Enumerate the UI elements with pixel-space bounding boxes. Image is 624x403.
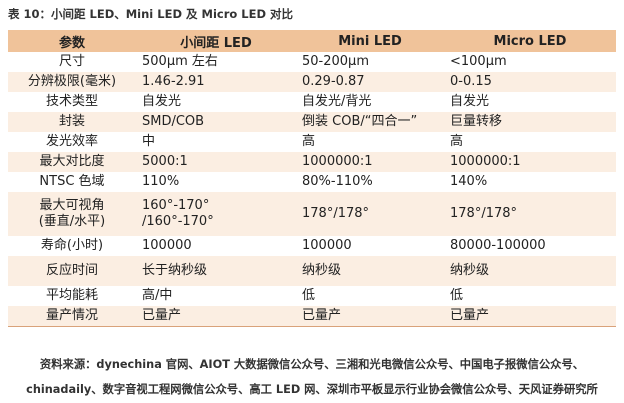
cell-mini: 已量产 [296, 306, 444, 327]
cell-small-pitch: SMD/COB [136, 112, 296, 132]
cell-small-pitch: 高/中 [142, 288, 173, 303]
header-micro-led: Micro LED [444, 30, 616, 52]
table-row: 量产情况 已量产 已量产 已量产 [8, 306, 616, 327]
cell-small-pitch: 中 [142, 134, 156, 149]
cell-small-pitch: 已量产 [136, 306, 296, 327]
cell-mini: 100000 [302, 238, 352, 253]
cell-small-pitch: 自发光 [142, 94, 182, 109]
cell-small-pitch: 100000 [142, 238, 192, 253]
cell-micro: 80000-100000 [450, 238, 546, 253]
cell-small-pitch: 110% [142, 174, 180, 189]
cell-micro: 低 [450, 288, 464, 303]
table-row: 技术类型 自发光 自发光/背光 自发光 [8, 92, 616, 112]
cell-micro: 纳秒级 [444, 256, 616, 286]
cell-mini: 倒装 COB/“四合一” [296, 112, 444, 132]
row-label: 量产情况 [8, 306, 136, 327]
table-title: 表 10：小间距 LED、Mini LED 及 Micro LED 对比 [8, 7, 294, 21]
source-note-line-2: chinadaily、数字音视工程网微信公众号、高工 LED 网、深圳市平板显示… [26, 383, 598, 396]
cell-mini: 高 [302, 134, 316, 149]
row-label: 平均能耗 [45, 288, 98, 303]
cell-micro: 1000000:1 [444, 152, 616, 172]
row-label: 分辨极限(毫米) [8, 72, 136, 92]
cell-mini: 80%-110% [302, 174, 373, 189]
table-row: NTSC 色域 110% 80%-110% 140% [8, 172, 616, 192]
table-row: 平均能耗 高/中 低 低 [8, 286, 616, 306]
header-mini-led: Mini LED [296, 30, 444, 52]
row-label: 反应时间 [8, 256, 136, 286]
cell-small-pitch: 5000:1 [136, 152, 296, 172]
table-row: 封装 SMD/COB 倒装 COB/“四合一” 巨量转移 [8, 112, 616, 132]
cell-small-pitch: 500μm 左右 [142, 54, 218, 69]
cell-mini: 50-200μm [302, 54, 369, 69]
row-label: 尺寸 [58, 54, 85, 69]
table-row: 尺寸 500μm 左右 50-200μm <100μm [8, 52, 616, 72]
table-row: 反应时间 长于纳秒级 纳秒级 纳秒级 [8, 256, 616, 286]
cell-micro: <100μm [450, 54, 507, 69]
cell-small-pitch: 160°-170° /160°-170° [136, 192, 296, 236]
table-row: 最大对比度 5000:1 1000000:1 1000000:1 [8, 152, 616, 172]
table-row: 分辨极限(毫米) 1.46-2.91 0.29-0.87 0-0.15 [8, 72, 616, 92]
source-note-line-1: 资料来源：dynechina 官网、AIOT 大数据微信公众号、三湘和光电微信公… [39, 358, 585, 371]
table-row: 最大可视角 (垂直/水平) 160°-170° /160°-170° 178°/… [8, 192, 616, 236]
cell-micro: 高 [450, 134, 464, 149]
row-label: 封装 [8, 112, 136, 132]
cell-mini: 1000000:1 [296, 152, 444, 172]
cell-micro: 自发光 [450, 94, 490, 109]
cell-micro: 已量产 [444, 306, 616, 327]
comparison-table: 参数 小间距 LED Mini LED Micro LED 尺寸 500μm 左… [8, 30, 616, 327]
cell-small-pitch: 1.46-2.91 [136, 72, 296, 92]
row-label: 技术类型 [45, 94, 98, 109]
header-small-pitch-led: 小间距 LED [136, 30, 296, 52]
cell-mini: 纳秒级 [296, 256, 444, 286]
cell-micro: 140% [450, 174, 488, 189]
table-row: 发光效率 中 高 高 [8, 132, 616, 152]
cell-mini: 低 [302, 288, 316, 303]
cell-micro: 178°/178° [444, 192, 616, 236]
row-label: 发光效率 [45, 134, 98, 149]
table-row: 寿命(小时) 100000 100000 80000-100000 [8, 236, 616, 256]
cell-mini: 0.29-0.87 [296, 72, 444, 92]
cell-mini: 自发光/背光 [302, 94, 372, 109]
row-label: 最大可视角 (垂直/水平) [8, 192, 136, 236]
table-header-row: 参数 小间距 LED Mini LED Micro LED [8, 30, 616, 52]
row-label: 寿命(小时) [40, 238, 104, 253]
row-label: NTSC 色域 [39, 174, 105, 189]
row-label: 最大对比度 [8, 152, 136, 172]
header-param: 参数 [8, 30, 136, 52]
cell-small-pitch: 长于纳秒级 [136, 256, 296, 286]
cell-micro: 巨量转移 [444, 112, 616, 132]
cell-mini: 178°/178° [296, 192, 444, 236]
cell-micro: 0-0.15 [444, 72, 616, 92]
